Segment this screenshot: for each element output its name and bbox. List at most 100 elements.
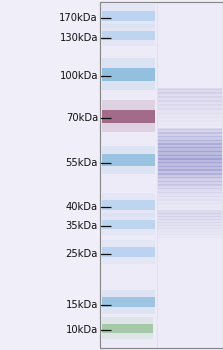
Bar (158, 226, 222, 229)
Bar (158, 151, 222, 153)
Bar (158, 111, 222, 112)
Bar (158, 219, 222, 221)
Bar (158, 184, 222, 186)
Bar (158, 198, 222, 199)
Bar (102, 240, 155, 264)
Text: 130kDa: 130kDa (60, 33, 98, 43)
Bar (158, 211, 222, 214)
Bar (102, 193, 155, 217)
Bar (158, 228, 222, 230)
Bar (158, 115, 222, 117)
Bar (158, 238, 222, 240)
Bar (158, 169, 222, 171)
Bar (158, 139, 222, 141)
Bar (158, 177, 222, 179)
Bar (158, 88, 222, 90)
Bar (158, 122, 222, 125)
Bar (158, 100, 222, 102)
Bar (158, 125, 222, 127)
Bar (158, 124, 222, 126)
Text: 55kDa: 55kDa (66, 158, 98, 168)
Text: 70kDa: 70kDa (66, 113, 98, 123)
Text: 10kDa: 10kDa (66, 325, 98, 335)
Bar (102, 58, 155, 90)
Bar (100, 2, 223, 348)
Bar (158, 113, 222, 115)
Bar (102, 100, 155, 132)
Bar (158, 209, 222, 210)
Bar (158, 92, 222, 94)
Bar (158, 102, 222, 103)
Bar (158, 157, 222, 159)
Bar (158, 104, 222, 106)
Bar (158, 199, 222, 201)
Bar (158, 161, 222, 163)
Bar (158, 203, 222, 205)
Bar (158, 154, 222, 156)
Bar (158, 127, 222, 128)
Text: 100kDa: 100kDa (60, 71, 98, 81)
Bar (158, 165, 222, 167)
Bar (158, 202, 222, 204)
Bar (102, 11, 155, 21)
Bar (158, 96, 222, 98)
Bar (158, 130, 222, 131)
Bar (158, 195, 222, 197)
Bar (158, 119, 222, 120)
Bar (158, 93, 222, 95)
Bar (158, 105, 222, 107)
Bar (102, 146, 155, 174)
Bar (158, 112, 222, 114)
Bar (102, 24, 155, 46)
Bar (102, 200, 155, 210)
Bar (158, 220, 222, 223)
Bar (158, 217, 222, 219)
Bar (158, 183, 222, 184)
Bar (102, 323, 153, 332)
Bar (102, 219, 155, 229)
Bar (102, 297, 155, 307)
Bar (102, 247, 155, 257)
Bar (158, 225, 222, 227)
Bar (158, 133, 222, 135)
Bar (158, 196, 222, 198)
Bar (158, 147, 222, 149)
Bar (158, 230, 222, 231)
Bar (158, 138, 222, 139)
Bar (158, 236, 222, 238)
Bar (158, 237, 222, 239)
Bar (158, 176, 222, 178)
Bar (158, 89, 222, 91)
Bar (158, 180, 222, 182)
Bar (158, 121, 222, 123)
Bar (158, 148, 222, 150)
Bar (158, 194, 222, 195)
Bar (102, 290, 155, 314)
Bar (158, 232, 222, 234)
Bar (158, 231, 222, 233)
Bar (158, 216, 222, 218)
Bar (158, 131, 222, 133)
Bar (158, 103, 222, 105)
Bar (102, 317, 153, 339)
Bar (158, 128, 222, 130)
Bar (158, 168, 222, 169)
Text: 170kDa: 170kDa (59, 13, 98, 23)
Bar (158, 170, 222, 172)
Bar (158, 153, 222, 154)
Bar (158, 107, 222, 108)
Text: 40kDa: 40kDa (66, 202, 98, 212)
Bar (158, 140, 222, 142)
Bar (158, 189, 222, 191)
Bar (158, 178, 222, 181)
Bar (158, 206, 222, 208)
Bar (158, 146, 222, 148)
Bar (158, 204, 222, 206)
Bar (158, 136, 222, 138)
Bar (158, 97, 222, 99)
Bar (158, 120, 222, 122)
Bar (158, 135, 222, 137)
Bar (158, 192, 222, 194)
Bar (158, 158, 222, 160)
Bar (102, 154, 155, 166)
